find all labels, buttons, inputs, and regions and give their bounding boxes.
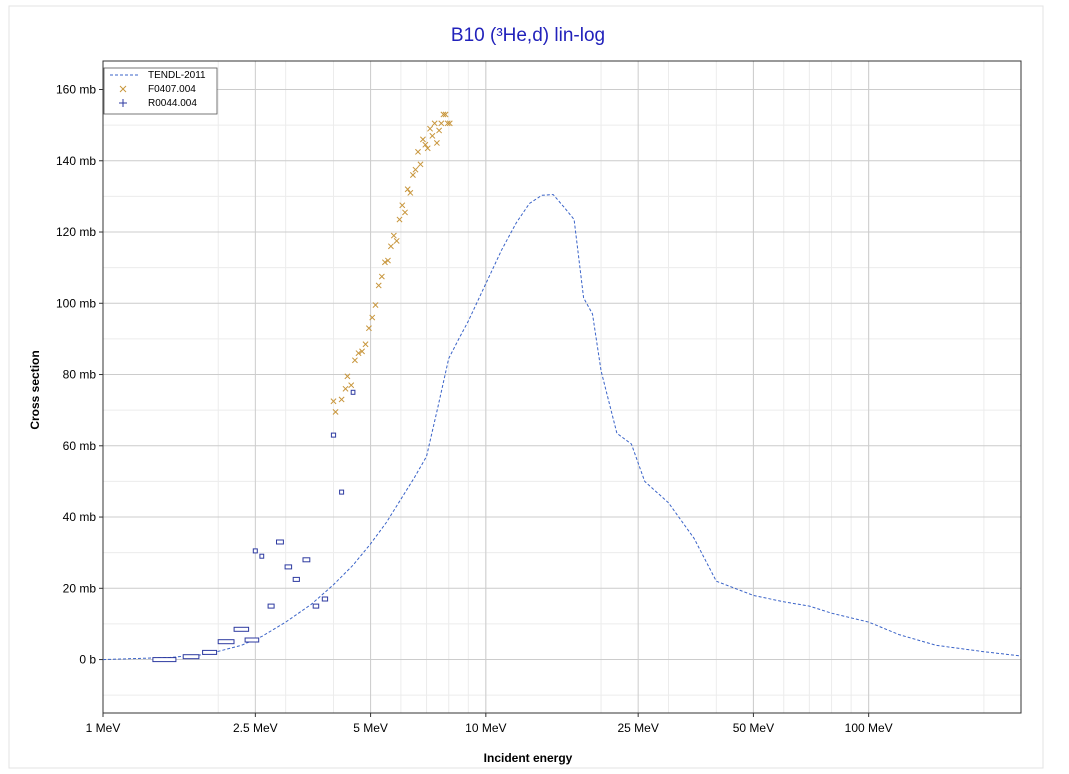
point-r0044 [259, 553, 265, 559]
point-r0044 [182, 654, 200, 660]
point-f0407 [444, 120, 451, 127]
point-f0407 [372, 302, 379, 309]
point-r0044 [292, 576, 300, 582]
point-r0044 [233, 626, 250, 632]
point-f0407 [396, 216, 403, 223]
x-axis-ticks: 1 MeV 2.5 MeV 5 MeV 10 MeV 25 MeV 50 MeV 100 M… [86, 713, 893, 735]
point-r0044 [217, 639, 235, 645]
point-f0407 [375, 282, 382, 289]
series-line-tendl [102, 194, 1022, 661]
y-tick-label: 120 mb [56, 225, 96, 239]
point-f0407 [440, 111, 447, 118]
point-r0044 [284, 564, 293, 570]
point-f0407 [399, 202, 406, 209]
point-f0407 [404, 186, 411, 193]
point-f0407 [390, 232, 397, 239]
point-f0407 [412, 166, 419, 173]
x-tick-label: 5 MeV [353, 721, 388, 735]
x-tick-label: 10 MeV [465, 721, 506, 735]
chart-title: B10 (³He,d) lin-log [451, 25, 605, 46]
y-tick-label: 80 mb [63, 368, 97, 382]
point-f0407 [378, 273, 385, 280]
point-f0407 [427, 125, 434, 132]
point-f0407 [362, 341, 369, 348]
legend: TENDL-2011 F0407.004 R0044.004 [103, 67, 218, 115]
x-tick-label: 100 MeV [845, 721, 893, 735]
point-f0407 [407, 189, 414, 196]
point-f0407 [359, 348, 366, 355]
point-f0407 [393, 237, 400, 244]
major-grid [102, 61, 1021, 713]
point-f0407 [442, 111, 449, 118]
point-f0407 [431, 120, 438, 127]
y-axis-ticks: 0 b 20 mb 40 mb 60 mb 80 mb 100 mb 120 mb 140 m… [56, 83, 103, 667]
point-f0407 [381, 259, 388, 266]
series-layer [102, 111, 1022, 663]
point-r0044 [244, 637, 260, 643]
y-tick-label: 60 mb [63, 439, 97, 453]
y-tick-label: 0 b [79, 653, 96, 667]
point-f0407 [429, 132, 436, 139]
point-f0407 [433, 139, 440, 146]
legend-marker-f0407 [119, 85, 127, 93]
point-f0407 [330, 398, 337, 405]
legend-label-r0044: R0044.004 [148, 98, 197, 109]
x-tick-label: 2.5 MeV [233, 721, 278, 735]
point-f0407 [365, 325, 372, 332]
point-f0407 [348, 382, 355, 389]
y-tick-label: 100 mb [56, 296, 96, 310]
point-f0407 [332, 408, 339, 415]
point-f0407 [402, 209, 408, 216]
point-f0407 [417, 161, 424, 168]
point-r0044 [350, 389, 356, 395]
x-tick-label: 25 MeV [617, 721, 658, 735]
y-tick-label: 20 mb [63, 581, 97, 595]
x-axis-label: Incident energy [484, 751, 573, 765]
point-f0407 [415, 148, 421, 155]
point-r0044 [267, 603, 275, 609]
point-r0044 [312, 603, 320, 609]
point-f0407 [369, 314, 376, 321]
y-axis-label: Cross section [28, 350, 42, 429]
point-f0407 [344, 373, 351, 380]
x-tick-label: 1 MeV [86, 721, 121, 735]
y-tick-label: 40 mb [63, 510, 97, 524]
point-r0044 [152, 657, 177, 663]
point-f0407 [351, 357, 358, 364]
x-tick-label: 50 MeV [733, 721, 774, 735]
legend-marker-r0044 [119, 99, 127, 107]
point-f0407 [436, 127, 443, 134]
point-r0044 [339, 489, 345, 495]
point-f0407 [409, 172, 416, 178]
point-r0044 [276, 539, 284, 545]
point-f0407 [387, 243, 394, 250]
point-r0044 [321, 596, 329, 602]
point-r0044 [330, 432, 337, 438]
legend-label-f0407: F0407.004 [148, 84, 196, 95]
point-f0407 [438, 120, 445, 127]
plot-area [102, 60, 1022, 714]
legend-label-tendl: TENDL-2011 [148, 70, 206, 81]
point-f0407 [422, 141, 429, 148]
y-tick-label: 160 mb [56, 83, 96, 97]
point-f0407 [384, 257, 391, 264]
point-f0407 [342, 385, 349, 392]
point-f0407 [446, 120, 453, 127]
minor-grid [102, 61, 1021, 713]
point-f0407 [338, 396, 345, 403]
point-r0044 [302, 557, 311, 563]
point-f0407 [424, 145, 431, 152]
point-f0407 [355, 350, 362, 357]
point-f0407 [419, 136, 426, 143]
y-tick-label: 140 mb [56, 154, 96, 168]
point-r0044 [252, 548, 258, 554]
point-r0044 [202, 649, 218, 655]
